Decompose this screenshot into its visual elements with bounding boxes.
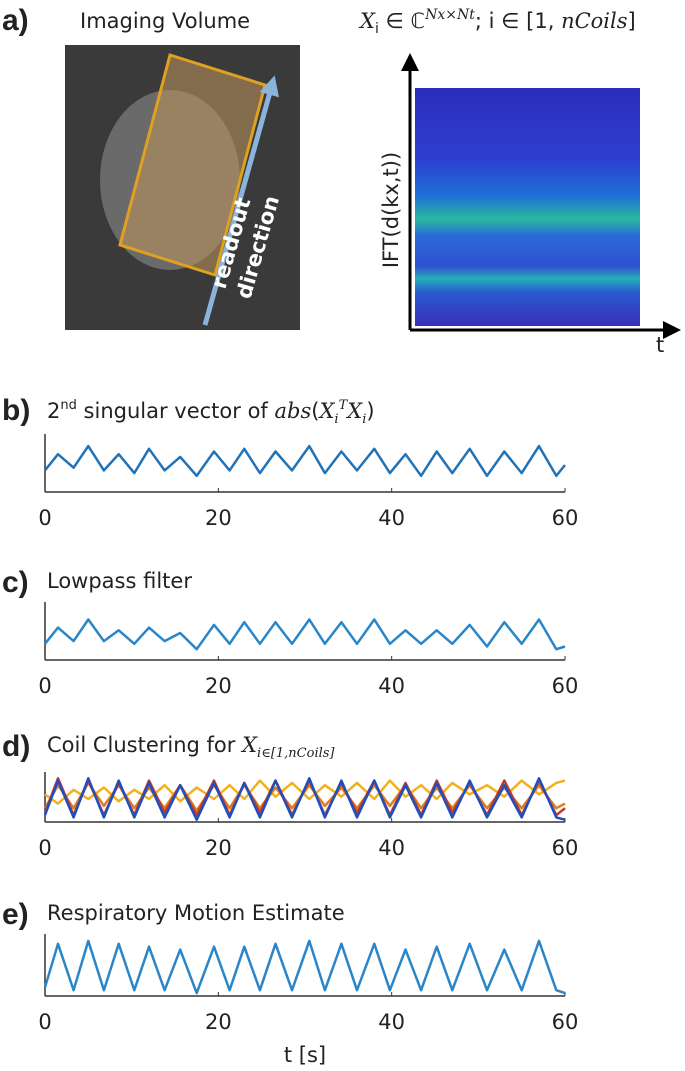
x-tick-label: 60 bbox=[552, 1010, 579, 1034]
x-tick-label: 60 bbox=[552, 674, 579, 698]
x-tick-label: 0 bbox=[38, 1010, 51, 1034]
x-tick-label: 0 bbox=[38, 836, 51, 860]
x-tick-label: 20 bbox=[205, 1010, 232, 1034]
title-part: T bbox=[339, 398, 349, 413]
x-tick-label: 60 bbox=[552, 836, 579, 860]
formula-part: ; i ∈ [1, bbox=[475, 9, 561, 33]
panel-label: d) bbox=[2, 730, 30, 763]
formula-part: ∈ ℂ bbox=[379, 9, 425, 33]
title-part: i bbox=[334, 412, 338, 427]
x-tick-label: 20 bbox=[205, 674, 232, 698]
readout-arrow bbox=[202, 75, 279, 326]
chart-title: Coil Clustering for Xi∈[1,nCoils] bbox=[47, 733, 335, 761]
title-part: 2 bbox=[47, 399, 60, 423]
title-part: X bbox=[240, 733, 258, 757]
data-line bbox=[43, 777, 566, 821]
data-line bbox=[44, 618, 566, 651]
chart-title: 2nd singular vector of abs(XiTXi) bbox=[47, 398, 375, 427]
title-part: abs bbox=[275, 399, 312, 423]
formula-part: i bbox=[375, 21, 379, 37]
formula-part: X bbox=[358, 9, 376, 33]
image-title: Imaging Volume bbox=[80, 9, 250, 33]
title-part: i bbox=[362, 412, 366, 427]
x-tick-label: 40 bbox=[378, 674, 405, 698]
title-part: X bbox=[317, 399, 335, 423]
x-tick-label: 40 bbox=[378, 836, 405, 860]
data-line bbox=[43, 939, 566, 995]
panel-label: e) bbox=[2, 898, 29, 931]
formula: Xi ∈ ℂNx×Nt; i ∈ [1, nCoils] bbox=[358, 7, 636, 37]
heatmap bbox=[415, 88, 640, 326]
title-part: ) bbox=[366, 399, 374, 423]
title-part: Coil Clustering for bbox=[47, 733, 242, 757]
x-axis-label: t [s] bbox=[284, 1043, 326, 1067]
x-tick-label: 0 bbox=[38, 506, 51, 530]
imaging-volume-box bbox=[118, 53, 267, 277]
panel-label: b) bbox=[2, 394, 30, 427]
title-part: i∈[1,nCoils] bbox=[257, 746, 335, 761]
title-part: ( bbox=[311, 399, 319, 423]
x-tick-label: 60 bbox=[552, 506, 579, 530]
x-axis-label: t bbox=[656, 333, 664, 357]
panel-label: a) bbox=[2, 4, 29, 37]
formula-part: nCoils bbox=[561, 9, 628, 33]
x-tick-label: 20 bbox=[205, 836, 232, 860]
panel-label: c) bbox=[2, 566, 29, 599]
x-tick-label: 20 bbox=[205, 506, 232, 530]
y-axis-label: IFT(d(kx,t)) bbox=[379, 152, 403, 268]
x-tick-label: 0 bbox=[38, 674, 51, 698]
title-part: nd bbox=[60, 398, 77, 413]
formula-part: Nx×Nt bbox=[424, 7, 475, 23]
x-tick-label: 40 bbox=[378, 1010, 405, 1034]
chart-title: Lowpass filter bbox=[47, 569, 192, 593]
title-part: X bbox=[345, 399, 363, 423]
formula-part: ] bbox=[628, 9, 636, 33]
chart-title: Respiratory Motion Estimate bbox=[47, 901, 345, 925]
title-part: singular vector of bbox=[77, 399, 275, 423]
x-tick-label: 40 bbox=[378, 506, 405, 530]
data-line bbox=[44, 444, 566, 478]
